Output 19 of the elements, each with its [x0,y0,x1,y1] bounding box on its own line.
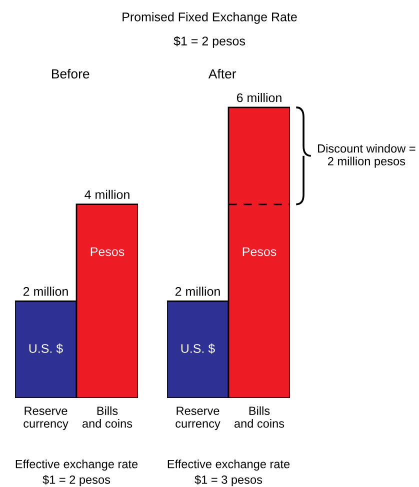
chart-title: After [208,68,236,79]
text: $1 = 2 pesos [174,36,246,48]
series-label: U.S. $ [181,344,215,354]
text: Discount window = 2 million pesos [318,144,416,168]
x-tick-label: Bills and coins [234,406,284,428]
data-label: 4 million [84,190,130,200]
text: Effective exchange rate $1 = 2 pesos [16,460,138,486]
text: Effective exchange rate $1 = 3 pesos [168,460,290,486]
x-tick-label: Reserve currency [24,406,68,430]
data-label: 2 million [23,286,68,296]
series-label: Pesos [242,247,276,256]
chart-title: Before [52,68,90,79]
series-label: U.S. $ [29,344,63,354]
data-label: 2 million [175,286,220,296]
text: Promised Fixed Exchange Rate [122,12,297,24]
x-tick-label: Reserve currency [176,406,220,430]
series-label: Pesos [90,247,124,256]
x-tick-label: Bills and coins [82,406,132,428]
data-label: 6 million [236,93,282,102]
